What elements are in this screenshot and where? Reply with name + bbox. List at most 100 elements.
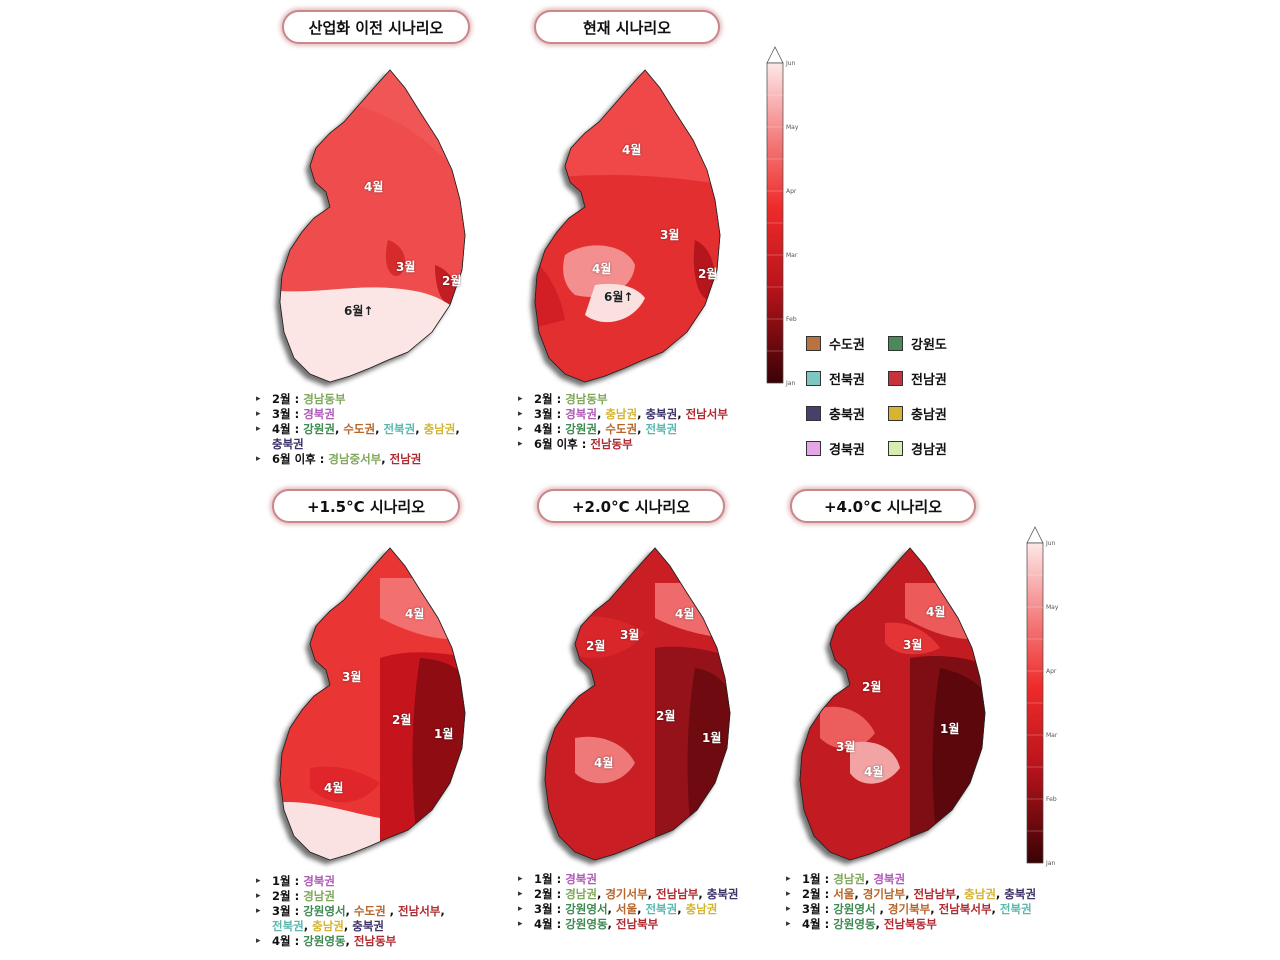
cbar1-tick-jun: Jun	[786, 60, 796, 67]
scenario-title-preindustrial: 산업화 이전 시나리오	[282, 10, 470, 44]
legend-swatch	[806, 371, 821, 386]
legend-swatch	[888, 371, 903, 386]
note-row: 2월 : 서울, 경기남부, 전남남부, 충남권, 충북권	[786, 887, 1036, 902]
map2-label-mar: 3월	[660, 228, 680, 242]
note-row: 3월 : 경북권, 충남권, 충북권, 전남서부	[518, 407, 728, 422]
cbar2-tick-jun: Jun	[1046, 540, 1056, 547]
note-row-continued: 충북권	[272, 437, 304, 451]
note-row: 1월 : 경남권, 경북권	[786, 872, 1036, 887]
cbar2-tick-apr: Apr	[1046, 668, 1057, 675]
note-row: 3월 : 강원영서, 서울, 전북권, 충남권	[518, 902, 738, 917]
notes-plus-4-0: 1월 : 경남권, 경북권 2월 : 서울, 경기남부, 전남남부, 충남권, …	[786, 872, 1036, 932]
scenario-title-plus-2-0: +2.0°C 시나리오	[537, 489, 725, 523]
cbar2-tick-jan: Jan	[1046, 860, 1056, 867]
cbar2-tick-feb: Feb	[1046, 796, 1057, 803]
legend-label: 경북권	[829, 443, 865, 458]
map2-label-jun: 6월↑	[604, 290, 634, 304]
map1-label-feb: 2월	[442, 274, 462, 288]
map-plus-1-5	[270, 547, 470, 868]
map3-label-jan: 1월	[434, 727, 454, 741]
legend-swatch	[806, 336, 821, 351]
colorbar-bottom	[1026, 525, 1044, 869]
map1-label-apr: 4월	[364, 180, 384, 194]
note-row: 2월 : 경남권, 경기서부, 전남남부, 충북권	[518, 887, 738, 902]
legend-item: 강원도	[888, 334, 947, 353]
map3-label-feb: 2월	[392, 713, 412, 727]
map4-label-feb-west: 2월	[586, 639, 606, 653]
map3-label-apr-south: 4월	[324, 781, 344, 795]
note-row: 2월 : 경남동부	[518, 392, 728, 407]
map5-label-jan: 1월	[940, 722, 960, 736]
legend-swatch	[806, 441, 821, 456]
legend-item: 수도권	[806, 334, 865, 353]
note-row: 1월 : 경북권	[518, 872, 738, 887]
map5-label-apr-south: 4월	[864, 765, 884, 779]
cbar2-tick-may: May	[1046, 604, 1059, 611]
legend-item: 경북권	[806, 439, 865, 458]
map5-label-apr: 4월	[926, 605, 946, 619]
legend-label: 수도권	[829, 338, 865, 353]
legend-swatch	[888, 406, 903, 421]
note-row: 4월 : 강원영동, 전남동부	[256, 934, 445, 949]
note-row: 3월 : 경북권	[256, 407, 460, 422]
notes-plus-1-5: 1월 : 경북권 2월 : 경남권 3월 : 강원영서, 수도권 , 전남서부,…	[256, 874, 445, 949]
map-plus-2-0	[535, 547, 735, 868]
scenario-title-plus-1-5: +1.5°C 시나리오	[272, 489, 460, 523]
scenario-title-plus-4-0: +4.0°C 시나리오	[790, 489, 976, 523]
scenario-title-current: 현재 시나리오	[534, 10, 720, 44]
note-row: 4월 : 강원영동, 전남북부	[518, 917, 738, 932]
map4-label-jan: 1월	[702, 731, 722, 745]
legend-label: 충북권	[829, 408, 865, 423]
note-row: 2월 : 경남동부	[256, 392, 460, 407]
note-row: 6월 이후 : 경남중서부, 전남권	[256, 452, 460, 467]
notes-preindustrial: 2월 : 경남동부 3월 : 경북권 4월 : 강원권, 수도권, 전북권, 충…	[256, 392, 460, 467]
legend-label: 강원도	[911, 338, 947, 353]
map4-label-apr-south: 4월	[594, 756, 614, 770]
legend-label: 경남권	[911, 443, 947, 458]
map4-label-feb-east: 2월	[656, 709, 676, 723]
note-row: 4월 : 강원영동, 전남북동부	[786, 917, 1036, 932]
note-row: 4월 : 강원권, 수도권, 전북권, 충남권,	[256, 422, 460, 437]
note-row: 3월 : 강원영서, 수도권 , 전남서부,	[256, 904, 445, 919]
legend-item: 전남권	[888, 369, 947, 388]
legend-item: 경남권	[888, 439, 947, 458]
map-preindustrial	[270, 69, 470, 390]
cbar1-tick-feb: Feb	[786, 316, 797, 323]
note-row: 3월 : 강원영서 , 경기북부, 전남북서부, 전북권	[786, 902, 1036, 917]
map5-label-mar-south: 3월	[836, 740, 856, 754]
map-current	[525, 69, 725, 390]
legend-label: 충남권	[911, 408, 947, 423]
map1-label-jun: 6월↑	[344, 304, 374, 318]
map3-label-apr-north: 4월	[405, 607, 425, 621]
map2-label-apr-north: 4월	[622, 143, 642, 157]
cbar1-tick-may: May	[786, 124, 799, 131]
cbar1-tick-apr: Apr	[786, 188, 797, 195]
legend-item: 전북권	[806, 369, 865, 388]
notes-current: 2월 : 경남동부 3월 : 경북권, 충남권, 충북권, 전남서부 4월 : …	[518, 392, 728, 452]
cbar1-tick-mar: Mar	[786, 252, 798, 259]
map4-label-mar: 3월	[620, 628, 640, 642]
notes-plus-2-0: 1월 : 경북권 2월 : 경남권, 경기서부, 전남남부, 충북권 3월 : …	[518, 872, 738, 932]
note-row: 2월 : 경남권	[256, 889, 445, 904]
legend-label: 전남권	[911, 373, 947, 388]
legend-item: 충북권	[806, 404, 865, 423]
note-row: 6월 이후 : 전남동부	[518, 437, 728, 452]
cbar2-tick-mar: Mar	[1046, 732, 1058, 739]
legend-item: 충남권	[888, 404, 947, 423]
legend-swatch	[888, 441, 903, 456]
note-row: 4월 : 강원권, 수도권, 전북권	[518, 422, 728, 437]
map3-label-mar: 3월	[342, 670, 362, 684]
map5-label-mar-north: 3월	[903, 638, 923, 652]
map2-label-apr-south: 4월	[592, 262, 612, 276]
cbar1-tick-jan: Jan	[786, 380, 796, 387]
colorbar-top	[766, 45, 784, 389]
map4-label-apr-north: 4월	[675, 607, 695, 621]
legend-label: 전북권	[829, 373, 865, 388]
legend-swatch	[888, 336, 903, 351]
map1-label-mar: 3월	[396, 260, 416, 274]
map2-label-feb: 2월	[698, 267, 718, 281]
note-row-continued: 전북권, 충남권, 충북권	[272, 919, 384, 933]
note-row: 1월 : 경북권	[256, 874, 445, 889]
legend-swatch	[806, 406, 821, 421]
map5-label-feb: 2월	[862, 680, 882, 694]
